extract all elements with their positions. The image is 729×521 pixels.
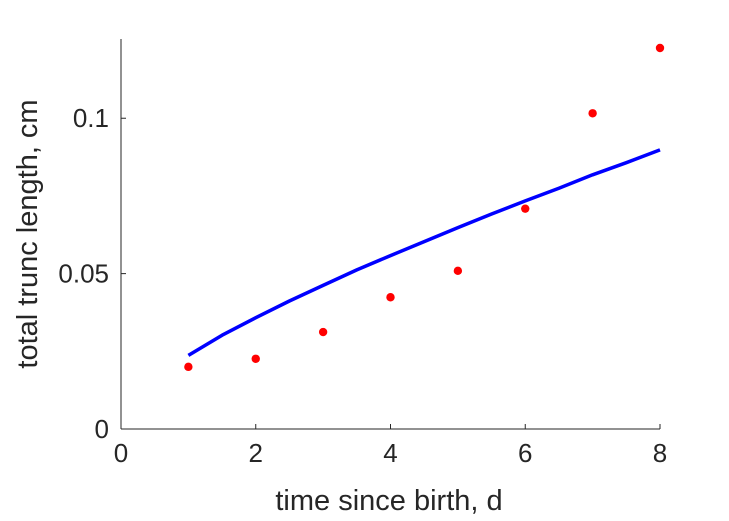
data-point [521,204,530,213]
ticks: 0 2 4 6 8 0 0.05 0.1 [58,103,667,468]
axes [120,39,660,430]
data-point [184,362,193,372]
data-point [386,293,395,302]
data-point [588,109,597,118]
x-tick-label: 0 [114,438,128,468]
x-tick-label: 6 [518,438,532,468]
x-tick-label: 4 [383,438,397,468]
y-tick-label: 0 [95,414,109,444]
y-tick-label: 0.05 [58,259,109,289]
data-point [453,266,463,276]
y-tick-label: 0.1 [73,103,109,133]
x-tick-label: 8 [653,438,667,468]
data-point [251,354,260,363]
x-axis-label: time since birth, d [275,485,502,517]
x-tick-label: 2 [249,438,263,468]
data-point [318,327,328,337]
y-axis-label: total trunc length, cm [12,99,44,368]
fit-line [187,148,661,357]
data-point [655,43,665,53]
data-series [184,43,665,372]
